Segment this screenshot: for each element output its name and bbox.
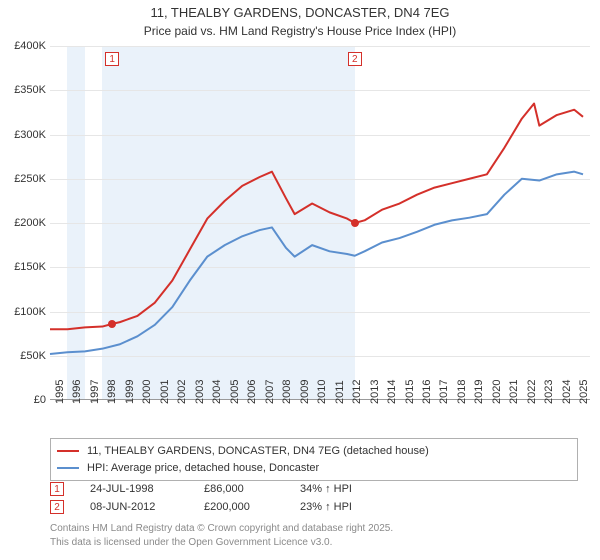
event-price: £200,000 [204,501,274,513]
event-table: 1 24-JUL-1998 £86,000 34% ↑ HPI 2 08-JUN-2012… [50,480,578,516]
event-price: £86,000 [204,483,274,495]
y-tick-label: £150K [14,261,46,273]
y-tick-label: £50K [20,350,46,362]
legend-box: 11, THEALBY GARDENS, DONCASTER, DN4 7EG … [50,438,578,481]
chart-title: 11, THEALBY GARDENS, DONCASTER, DN4 7EG [0,0,600,22]
plot-area: £0£50K£100K£150K£200K£250K£300K£350K£400… [50,46,590,400]
y-tick-label: £200K [14,217,46,229]
event-date: 24-JUL-1998 [90,483,178,495]
legend-item: HPI: Average price, detached house, Donc… [57,460,571,477]
series-hpi [50,172,583,354]
event-row: 1 24-JUL-1998 £86,000 34% ↑ HPI [50,480,578,498]
series-property [50,104,583,330]
event-badge: 2 [50,500,64,514]
y-tick-label: £100K [14,306,46,318]
chart-subtitle: Price paid vs. HM Land Registry's House … [0,22,600,38]
event-row: 2 08-JUN-2012 £200,000 23% ↑ HPI [50,498,578,516]
y-tick-label: £0 [34,394,46,406]
y-tick-label: £350K [14,84,46,96]
attribution-line1: Contains HM Land Registry data © Crown c… [50,522,578,536]
legend-label: HPI: Average price, detached house, Donc… [87,460,319,477]
line-layer [50,46,590,400]
y-tick-label: £300K [14,129,46,141]
event-date: 08-JUN-2012 [90,501,178,513]
y-tick-label: £250K [14,173,46,185]
y-tick-label: £400K [14,40,46,52]
legend-swatch [57,467,79,469]
attribution-line2: This data is licensed under the Open Gov… [50,536,578,550]
event-badge: 1 [50,482,64,496]
attribution: Contains HM Land Registry data © Crown c… [50,522,578,549]
event-hpi: 23% ↑ HPI [300,501,578,513]
legend-item: 11, THEALBY GARDENS, DONCASTER, DN4 7EG … [57,443,571,460]
event-hpi: 34% ↑ HPI [300,483,578,495]
legend-label: 11, THEALBY GARDENS, DONCASTER, DN4 7EG … [87,443,429,460]
legend-swatch [57,450,79,452]
